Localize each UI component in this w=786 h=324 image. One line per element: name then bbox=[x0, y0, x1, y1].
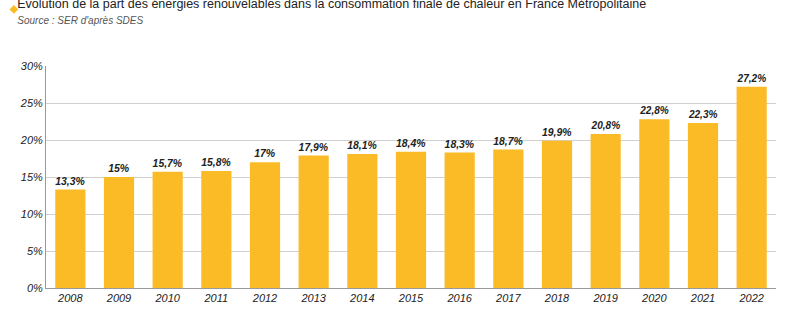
svg-text:2020: 2020 bbox=[641, 292, 667, 304]
svg-text:19,9%: 19,9% bbox=[542, 127, 572, 138]
svg-text:30%: 30% bbox=[21, 60, 43, 72]
svg-text:2013: 2013 bbox=[300, 292, 326, 304]
svg-text:15%: 15% bbox=[108, 162, 130, 174]
svg-text:25%: 25% bbox=[20, 97, 43, 109]
svg-text:2022: 2022 bbox=[738, 292, 763, 304]
svg-text:15%: 15% bbox=[21, 171, 43, 183]
svg-text:2018: 2018 bbox=[544, 292, 570, 304]
svg-text:2010: 2010 bbox=[154, 292, 180, 304]
svg-text:22,8%: 22,8% bbox=[639, 105, 669, 116]
svg-text:15,8%: 15,8% bbox=[201, 157, 230, 168]
svg-text:18,7%: 18,7% bbox=[493, 136, 522, 147]
svg-text:20%: 20% bbox=[20, 134, 43, 146]
svg-text:2011: 2011 bbox=[204, 292, 229, 304]
svg-text:15,7%: 15,7% bbox=[153, 158, 182, 169]
svg-text:17%: 17% bbox=[254, 147, 276, 159]
svg-text:2016: 2016 bbox=[446, 292, 472, 304]
svg-text:Évolution de la part des énerg: Évolution de la part des énergies renouv… bbox=[17, 0, 646, 26]
svg-text:20,8%: 20,8% bbox=[591, 120, 621, 131]
svg-text:2021: 2021 bbox=[690, 292, 715, 304]
svg-text:13,3%: 13,3% bbox=[55, 176, 84, 187]
svg-text:2014: 2014 bbox=[349, 292, 374, 304]
svg-text:5%: 5% bbox=[27, 245, 43, 257]
svg-text:2009: 2009 bbox=[106, 292, 131, 304]
svg-text:18,4%: 18,4% bbox=[396, 138, 426, 149]
svg-text:10%: 10% bbox=[21, 208, 43, 220]
svg-text:18,1%: 18,1% bbox=[347, 140, 376, 151]
svg-text:2008: 2008 bbox=[57, 292, 83, 304]
svg-text:2017: 2017 bbox=[495, 292, 521, 304]
svg-text:2012: 2012 bbox=[252, 292, 277, 304]
svg-text:22,3%: 22,3% bbox=[688, 109, 718, 120]
svg-text:18,3%: 18,3% bbox=[445, 139, 474, 150]
svg-text:0%: 0% bbox=[27, 282, 43, 294]
svg-text:2019: 2019 bbox=[592, 292, 617, 304]
svg-text:27,2%: 27,2% bbox=[737, 73, 767, 84]
svg-text:17,9%: 17,9% bbox=[299, 142, 328, 153]
svg-text:2015: 2015 bbox=[398, 292, 424, 304]
